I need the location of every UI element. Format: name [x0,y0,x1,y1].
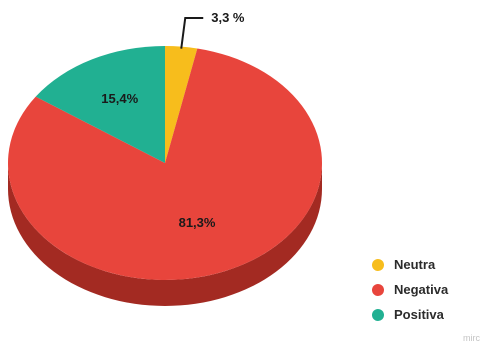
legend-label-positiva: Positiva [394,307,444,322]
legend-label-neutra: Neutra [394,257,436,272]
legend-item-negativa: Negativa [372,277,448,302]
legend-swatch-neutra [372,258,384,271]
watermark: mirc [463,333,480,343]
legend-swatch-negativa [372,283,384,296]
leader-line-neutra [180,17,204,49]
slice-label-neutra: 3,3 % [211,10,245,25]
legend-label-negativa: Negativa [394,282,449,297]
pie-side-negativa [8,163,322,306]
legend-swatch-positiva [372,308,384,321]
legend-item-positiva: Positiva [372,302,448,327]
pie-slice-positiva [35,46,165,163]
pie-slice-negativa [8,48,322,281]
legend-item-neutra: Neutra [372,252,448,277]
slice-label-positiva: 15,4% [101,91,138,106]
pie-slice-neutra [165,46,198,163]
chart-legend: Neutra Negativa Positiva [372,252,448,327]
slice-label-negativa: 81,3% [179,215,216,230]
